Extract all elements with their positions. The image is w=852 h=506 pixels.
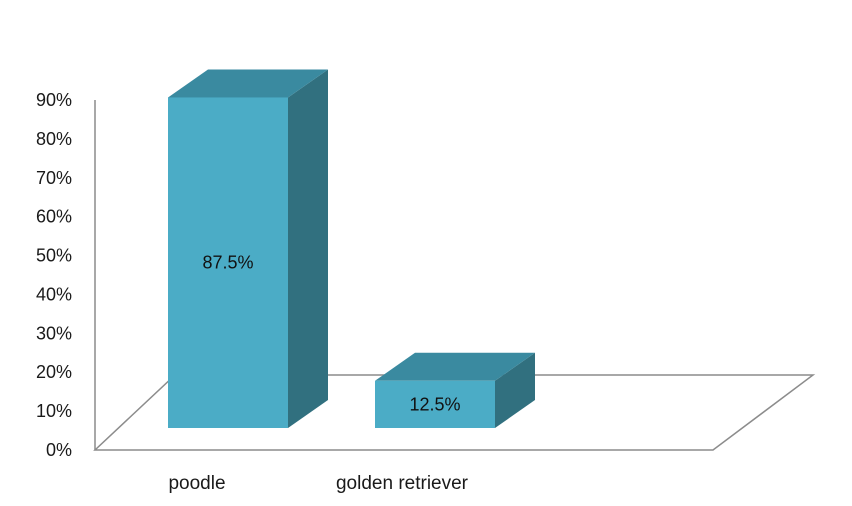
y-tick-label: 20%	[36, 362, 72, 382]
y-tick-label: 0%	[46, 440, 72, 460]
bar-top	[375, 352, 535, 381]
y-tick-label: 80%	[36, 129, 72, 149]
y-tick-label: 30%	[36, 323, 72, 343]
labels: 0% 10% 20% 30% 40% 50% 60% 70% 80% 90% 87.5% poodle…	[36, 90, 469, 494]
chart-floor	[93, 374, 816, 451]
data-label: 87.5%	[202, 253, 253, 273]
y-tick-label: 50%	[36, 246, 72, 266]
bar	[168, 97, 288, 428]
category-label: poodle	[168, 473, 225, 494]
y-tick-label: 70%	[36, 168, 72, 188]
bar	[375, 380, 495, 428]
y-tick-label: 10%	[36, 401, 72, 421]
data-label: 12.5%	[409, 394, 460, 414]
bar-top	[168, 69, 328, 98]
y-tick-label: 40%	[36, 284, 72, 304]
y-tick-label: 90%	[36, 90, 72, 110]
y-tick-label: 60%	[36, 207, 72, 227]
category-label: golden retriever	[336, 473, 469, 494]
bar-side	[495, 352, 535, 428]
chart-floor-outline	[93, 374, 816, 451]
bar-side	[288, 69, 328, 428]
bars	[168, 69, 535, 428]
